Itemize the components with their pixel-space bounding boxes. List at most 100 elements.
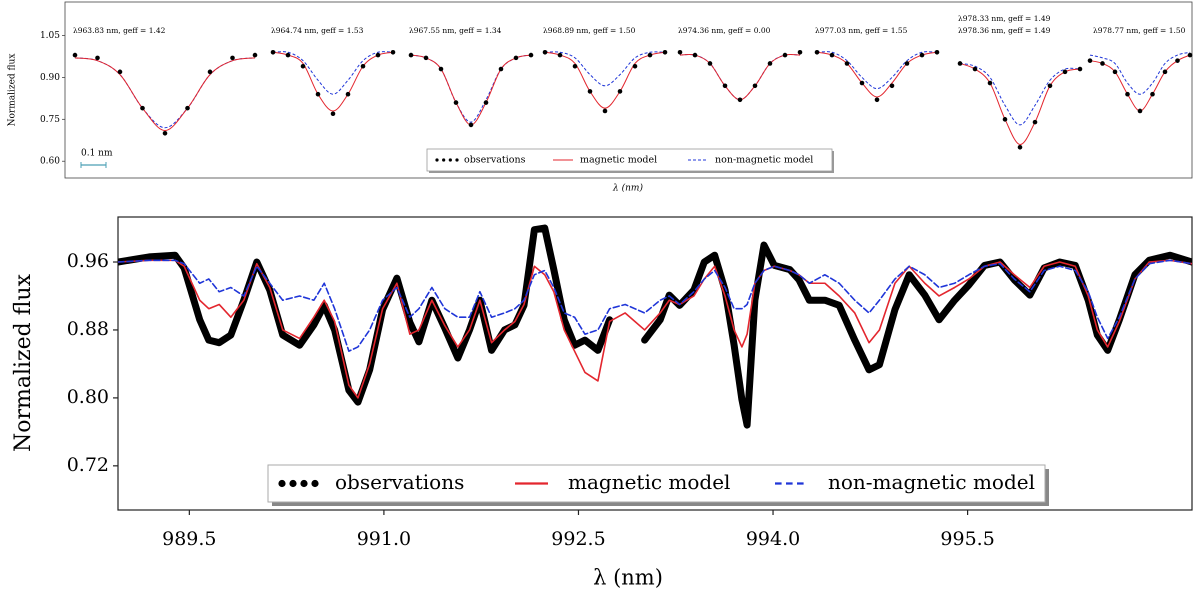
observation-point bbox=[117, 69, 123, 75]
observation-point bbox=[270, 49, 276, 55]
model-line bbox=[272, 51, 394, 112]
observation-point bbox=[889, 83, 895, 89]
observation-point bbox=[752, 83, 758, 89]
panel-label: λ977.03 nm, geff = 1.55 bbox=[815, 26, 908, 35]
observation-point bbox=[617, 89, 623, 94]
observation-point bbox=[330, 111, 336, 117]
panel-label: λ964.74 nm, geff = 1.53 bbox=[271, 26, 364, 35]
model-line bbox=[118, 259, 1192, 352]
panel-label: λ967.55 nm, geff = 1.34 bbox=[409, 26, 502, 35]
y-tick-label: 0.90 bbox=[40, 73, 60, 83]
observation-point bbox=[677, 49, 683, 55]
legend-label: observations bbox=[464, 155, 526, 166]
observation-point bbox=[1047, 83, 1053, 89]
y-tick-label: 0.72 bbox=[67, 454, 109, 476]
y-tick-label: 0.88 bbox=[67, 318, 109, 340]
observation-point bbox=[782, 52, 788, 58]
y-tick-label: 0.96 bbox=[67, 250, 109, 272]
observation-point bbox=[859, 80, 865, 86]
legend bbox=[267, 464, 1046, 503]
observation-point bbox=[498, 66, 504, 72]
observation-point bbox=[557, 52, 563, 58]
model-line bbox=[1089, 51, 1191, 95]
legend-marker bbox=[455, 158, 459, 162]
bottom-y-label: Normalized flux bbox=[11, 273, 36, 452]
observation-point bbox=[285, 52, 291, 58]
observation-point bbox=[1062, 69, 1068, 75]
y-tick-label: 1.05 bbox=[40, 31, 60, 41]
observation-point bbox=[707, 61, 713, 66]
observation-point bbox=[140, 105, 145, 111]
observation-point bbox=[423, 55, 429, 61]
observation-point bbox=[252, 52, 258, 58]
x-tick-label: 995.5 bbox=[940, 528, 994, 550]
observation-point bbox=[662, 49, 668, 55]
panel-label: λ963.83 nm, geff = 1.42 bbox=[73, 26, 166, 35]
model-line bbox=[959, 62, 1081, 145]
plot-area bbox=[118, 224, 1192, 429]
x-tick-label: 991.0 bbox=[357, 528, 411, 550]
legend-marker bbox=[435, 158, 439, 162]
observation-point bbox=[1125, 91, 1130, 97]
legend-label: non-magnetic model bbox=[828, 470, 1035, 494]
bottom-x-label: λ (nm) bbox=[593, 566, 663, 590]
observation-point bbox=[300, 63, 306, 69]
x-tick-label: 989.5 bbox=[162, 528, 216, 550]
observation-point bbox=[767, 61, 773, 66]
legend-marker bbox=[448, 158, 452, 162]
observation-point bbox=[230, 55, 235, 61]
legend-label: non-magnetic model bbox=[715, 155, 813, 166]
legend-marker bbox=[442, 158, 446, 162]
observation-point bbox=[814, 49, 820, 55]
observation-point bbox=[934, 49, 940, 55]
observation-point bbox=[722, 83, 728, 89]
observation-point bbox=[360, 63, 366, 69]
observation-point bbox=[647, 52, 653, 58]
panel-label: λ974.36 nm, geff = 0.00 bbox=[678, 26, 771, 35]
y-tick-label: 0.60 bbox=[40, 157, 60, 167]
observation-point bbox=[1017, 144, 1023, 150]
model-line bbox=[544, 51, 666, 87]
observation-line bbox=[641, 241, 1192, 429]
panel-label: λ968.89 nm, geff = 1.50 bbox=[543, 26, 636, 35]
observation-point bbox=[162, 131, 168, 136]
model-line bbox=[959, 62, 1081, 126]
observation-point bbox=[345, 91, 351, 97]
observation-point bbox=[797, 49, 803, 55]
observation-point bbox=[829, 52, 835, 58]
observation-point bbox=[874, 97, 880, 103]
observation-point bbox=[1175, 58, 1180, 63]
observation-point bbox=[483, 100, 489, 105]
x-tick-label: 994.0 bbox=[746, 528, 800, 550]
observation-point bbox=[1112, 69, 1118, 75]
panel-label: λ978.36 nm, geff = 1.49 bbox=[958, 26, 1051, 35]
observation-point bbox=[904, 61, 910, 66]
scale-bar-label: 0.1 nm bbox=[81, 149, 113, 159]
top-x-label: λ (nm) bbox=[612, 183, 643, 194]
model-line bbox=[816, 51, 938, 98]
model-line bbox=[74, 57, 256, 132]
observation-point bbox=[95, 55, 100, 61]
y-tick-label: 0.75 bbox=[40, 115, 60, 125]
observation-point bbox=[207, 69, 213, 75]
observation-point bbox=[844, 61, 850, 66]
observation-point bbox=[572, 63, 578, 69]
legend-marker bbox=[311, 479, 319, 488]
top-axes-frame bbox=[64, 1, 1193, 179]
bottom-axes-frame bbox=[117, 216, 1193, 511]
observation-point bbox=[453, 100, 459, 105]
observation-point bbox=[692, 52, 698, 58]
observation-point bbox=[1077, 66, 1083, 72]
observation-point bbox=[315, 91, 321, 97]
x-tick-label: 992.5 bbox=[551, 528, 605, 550]
observation-point bbox=[1137, 108, 1143, 114]
observation-point bbox=[1162, 69, 1168, 75]
legend-label: magnetic model bbox=[568, 470, 730, 494]
observation-point bbox=[528, 52, 534, 58]
observation-point bbox=[737, 97, 743, 103]
observation-point bbox=[468, 122, 474, 128]
observation-point bbox=[632, 63, 638, 69]
observation-point bbox=[1032, 119, 1038, 125]
